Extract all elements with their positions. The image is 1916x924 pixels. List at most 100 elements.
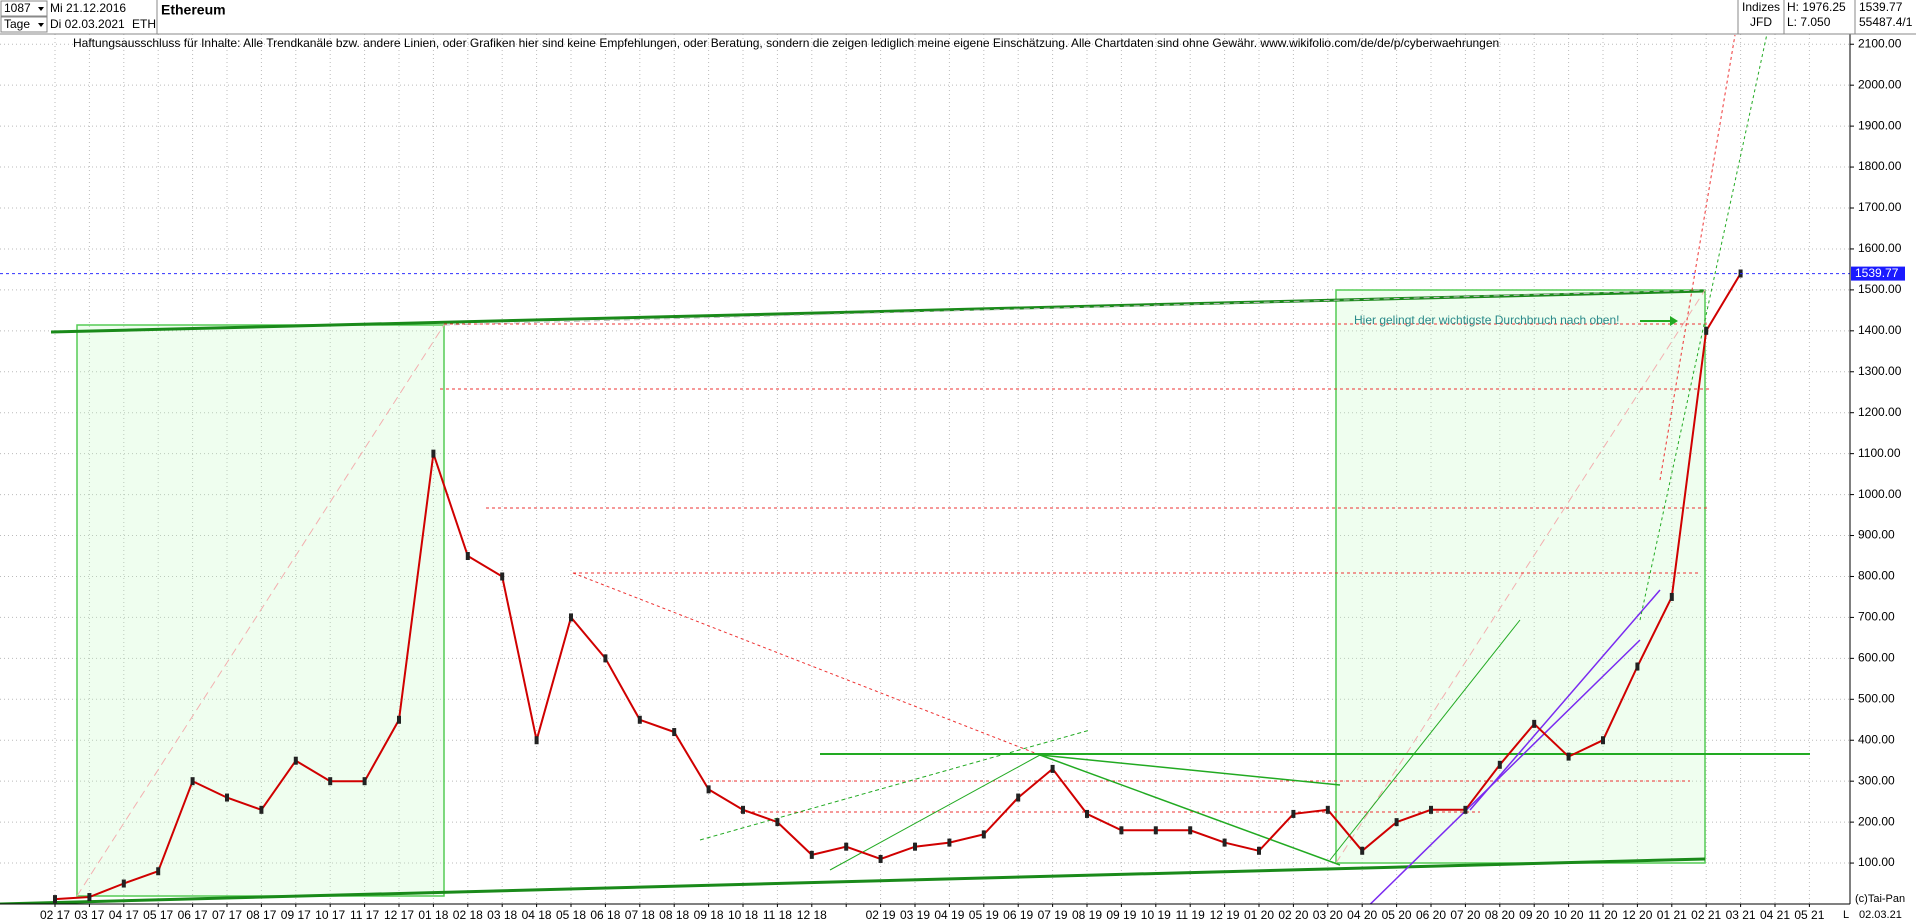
price-candle (672, 728, 677, 737)
price-candle (465, 552, 470, 560)
x-tick-label: 09 20 (1519, 908, 1549, 922)
price-candle (1635, 662, 1640, 671)
trend-line (1039, 754, 1341, 866)
y-axis-area (1850, 34, 1916, 904)
y-tick-label: 700.00 (1858, 610, 1895, 624)
y-tick-label: 1300.00 (1858, 364, 1902, 378)
price-candle (706, 785, 711, 794)
x-tick-label: 12 17 (384, 908, 414, 922)
price-candle (1566, 752, 1571, 761)
price-candle (397, 715, 401, 724)
price-candle (534, 736, 539, 745)
price-candle (1257, 846, 1261, 855)
y-axis-labels: 100.00 200.00 300.00 400.00 500.00 600.00 700.… (1850, 36, 1905, 869)
price-candle (1669, 592, 1674, 601)
y-tick-label: 400.00 (1858, 732, 1895, 746)
trend-line (76, 324, 445, 897)
y-tick-label: 1400.00 (1858, 323, 1902, 337)
price-candle (1188, 826, 1193, 835)
x-tick-label: 11 17 (350, 908, 379, 922)
price-candle (1704, 326, 1709, 335)
x-tick-label: 11 18 (763, 908, 792, 922)
x-tick-label: 05 17 (143, 908, 173, 922)
x-tick-label: 06 20 (1416, 908, 1446, 922)
price-candle (362, 777, 367, 786)
price-candle (1394, 818, 1399, 827)
price-candle (1050, 764, 1055, 773)
count-box[interactable] (0, 0, 48, 17)
y-tick-label: 1600.00 (1858, 241, 1902, 255)
x-tick-label: 01 21 (1657, 908, 1687, 922)
y-tick-label: 1000.00 (1858, 487, 1902, 501)
grid (0, 34, 1850, 904)
x-tick-label: 08 17 (246, 908, 276, 922)
price-candle (431, 449, 436, 458)
x-tick-label: 10 20 (1554, 908, 1584, 922)
price-candle (121, 879, 126, 888)
y-tick-label: 1100.00 (1858, 446, 1901, 460)
trend-line (1039, 754, 1341, 786)
volume: 55487.4/1 (1859, 15, 1913, 29)
x-tick-label: 12 20 (1622, 908, 1652, 922)
x-tick-label: 11 20 (1588, 908, 1617, 922)
x-tick-label: 10 18 (728, 908, 758, 922)
y-tick-label: 500.00 (1858, 691, 1895, 705)
x-tick-label: 08 18 (659, 908, 689, 922)
price-candle (844, 842, 849, 851)
x-tick-label: 05 20 (1382, 908, 1412, 922)
x-tick-label: 09 17 (281, 908, 311, 922)
x-tick-label: 08 20 (1485, 908, 1515, 922)
high: H: 1976.25 (1787, 0, 1846, 14)
y-tick-label: 1800.00 (1858, 159, 1902, 173)
symbol: ETH (132, 17, 156, 31)
price-candle (1291, 809, 1296, 818)
data (0, 269, 1850, 904)
price-candle (328, 777, 333, 786)
trend-line (1469, 589, 1661, 811)
price-candle (947, 838, 952, 847)
price-candle (190, 777, 195, 786)
y-tick-label: 900.00 (1858, 528, 1895, 542)
price-candle (878, 854, 883, 863)
price-candle (1463, 805, 1468, 814)
x-tick-label: 09 19 (1106, 908, 1136, 922)
price-candle (1497, 760, 1502, 769)
x-tick-label: 11 19 (1176, 908, 1205, 922)
x-tick-label: 04 21 (1760, 908, 1790, 922)
date-to: Di 02.03.2021 (50, 17, 125, 31)
x-tick-label: 04 18 (522, 908, 552, 922)
price-candle (53, 895, 57, 904)
scale-mode: L (1843, 909, 1849, 921)
x-tick-label: 05 19 (969, 908, 999, 922)
dropdown-icon (38, 23, 44, 27)
y-tick-label: 1500.00 (1858, 282, 1902, 296)
low: L: 7.050 (1787, 15, 1831, 29)
x-tick-label: 06 17 (178, 908, 208, 922)
x-tick-label: 04 20 (1347, 908, 1377, 922)
price-candle (87, 893, 92, 902)
x-tick-label: 01 18 (418, 908, 448, 922)
price-candle (741, 805, 745, 814)
trend-line (829, 754, 1041, 871)
price-candle (1325, 805, 1330, 814)
price-candle (1601, 736, 1605, 745)
x-tick-label: 06 18 (590, 908, 620, 922)
period-box[interactable] (0, 16, 48, 33)
x-tick-label: 03 21 (1726, 908, 1756, 922)
exchange: JFD (1750, 15, 1772, 29)
x-tick-label: 07 20 (1450, 908, 1480, 922)
drawings (0, 19, 1810, 924)
header-bar (0, 0, 1916, 34)
x-tick-label: 07 17 (212, 908, 242, 922)
x-tick-label: 03 18 (487, 908, 517, 922)
x-tick-label: 05 21 (1794, 908, 1824, 922)
x-tick-label: 12 18 (797, 908, 827, 922)
date-last: 02.03.21 (1859, 909, 1902, 921)
price-candle (603, 654, 608, 663)
x-tick-label: 10 17 (315, 908, 345, 922)
x-tick-label: 07 19 (1038, 908, 1068, 922)
last-price: 1539.77 (1859, 0, 1903, 14)
x-tick-label: 03 19 (900, 908, 930, 922)
x-tick-label: 03 17 (74, 908, 104, 922)
x-tick-label: 01 20 (1244, 908, 1274, 922)
